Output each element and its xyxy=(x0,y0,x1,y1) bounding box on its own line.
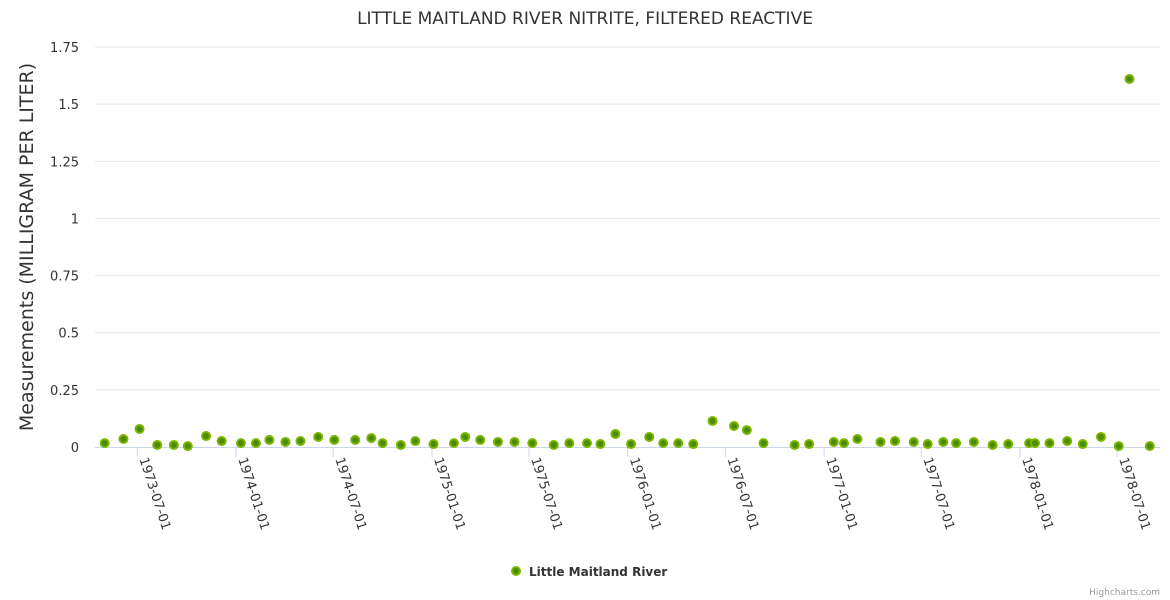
data-point[interactable] xyxy=(908,436,919,447)
data-point[interactable] xyxy=(625,439,636,450)
data-point[interactable] xyxy=(395,439,406,450)
chart-title: LITTLE MAITLAND RIVER NITRITE, FILTERED … xyxy=(357,9,813,29)
data-point[interactable] xyxy=(707,415,718,426)
y-tick-label: 0 xyxy=(71,441,79,456)
data-point[interactable] xyxy=(350,434,361,445)
data-point[interactable] xyxy=(152,439,163,450)
data-point[interactable] xyxy=(410,436,421,447)
data-point[interactable] xyxy=(658,438,669,449)
y-tick-label: 0.5 xyxy=(58,327,79,342)
data-point[interactable] xyxy=(1144,441,1155,452)
data-point[interactable] xyxy=(1062,436,1073,447)
data-point[interactable] xyxy=(475,434,486,445)
data-point[interactable] xyxy=(875,436,886,447)
x-tick-label: 1977-01-01 xyxy=(822,456,860,532)
data-point[interactable] xyxy=(295,436,306,447)
legend-item[interactable]: Little Maitland River xyxy=(511,565,667,579)
data-point[interactable] xyxy=(938,436,949,447)
data-point[interactable] xyxy=(548,439,559,450)
data-point[interactable] xyxy=(644,431,655,442)
x-tick-label: 1976-01-01 xyxy=(626,456,664,532)
data-point[interactable] xyxy=(758,438,769,449)
x-tick-label: 1978-01-01 xyxy=(1018,456,1056,532)
data-point[interactable] xyxy=(789,439,800,450)
data-point[interactable] xyxy=(673,438,684,449)
data-point[interactable] xyxy=(610,428,621,439)
data-point[interactable] xyxy=(313,431,324,442)
legend-marker xyxy=(511,566,521,576)
data-point[interactable] xyxy=(460,431,471,442)
data-point[interactable] xyxy=(968,436,979,447)
data-point[interactable] xyxy=(987,439,998,450)
data-point[interactable] xyxy=(595,439,606,450)
data-point[interactable] xyxy=(329,434,340,445)
data-point[interactable] xyxy=(581,438,592,449)
y-tick-label: 1.5 xyxy=(58,98,79,113)
x-tick-label: 1975-07-01 xyxy=(527,456,565,532)
x-tick-label: 1974-07-01 xyxy=(331,456,369,532)
data-point[interactable] xyxy=(852,434,863,444)
data-point[interactable] xyxy=(134,423,145,434)
data-point[interactable] xyxy=(235,438,246,449)
data-point[interactable] xyxy=(168,439,179,450)
data-point[interactable] xyxy=(366,433,377,444)
data-point[interactable] xyxy=(1095,431,1106,442)
data-point[interactable] xyxy=(688,439,699,450)
data-point[interactable] xyxy=(448,438,459,449)
data-point[interactable] xyxy=(1044,438,1055,449)
data-point[interactable] xyxy=(99,438,110,449)
data-point[interactable] xyxy=(922,439,933,450)
data-point[interactable] xyxy=(492,436,503,447)
data-point[interactable] xyxy=(182,441,193,452)
data-point[interactable] xyxy=(889,436,900,447)
y-tick-label: 0.25 xyxy=(50,384,79,399)
data-point[interactable] xyxy=(509,436,520,447)
data-point[interactable] xyxy=(1003,439,1014,450)
data-point[interactable] xyxy=(564,438,575,449)
data-point[interactable] xyxy=(828,436,839,447)
data-point[interactable] xyxy=(1029,438,1040,449)
data-point[interactable] xyxy=(951,438,962,449)
data-point[interactable] xyxy=(216,436,227,447)
legend-label: Little Maitland River xyxy=(529,565,667,579)
data-point[interactable] xyxy=(527,438,538,449)
x-tick-label: 1975-01-01 xyxy=(430,456,468,532)
y-tick-label: 0.75 xyxy=(50,270,79,285)
data-point[interactable] xyxy=(1113,441,1124,452)
y-axis-label: Measurements (MILLIGRAM PER LITER) xyxy=(16,63,38,431)
data-point[interactable] xyxy=(741,425,752,436)
data-point[interactable] xyxy=(729,420,739,431)
data-point[interactable] xyxy=(118,434,129,444)
data-point[interactable] xyxy=(428,439,439,450)
x-tick-label: 1973-07-01 xyxy=(136,456,174,532)
x-tick-label: 1977-07-01 xyxy=(919,456,957,532)
x-tick-label: 1978-07-01 xyxy=(1115,456,1153,532)
data-point[interactable] xyxy=(1124,74,1135,84)
y-tick-label: 1.25 xyxy=(50,155,79,170)
x-tick-label: 1974-01-01 xyxy=(234,456,272,532)
data-point[interactable] xyxy=(804,439,815,450)
x-tick-label: 1976-07-01 xyxy=(724,456,762,532)
data-point[interactable] xyxy=(280,436,291,447)
data-point[interactable] xyxy=(377,438,388,449)
data-point[interactable] xyxy=(250,438,261,449)
y-tick-label: 1.75 xyxy=(50,41,79,56)
y-tick-label: 1 xyxy=(71,212,79,227)
highcharts-credit[interactable]: Highcharts.com xyxy=(1089,588,1160,598)
data-point[interactable] xyxy=(1077,439,1088,450)
data-point[interactable] xyxy=(264,434,275,445)
data-point[interactable] xyxy=(838,438,849,449)
data-point[interactable] xyxy=(201,431,212,442)
